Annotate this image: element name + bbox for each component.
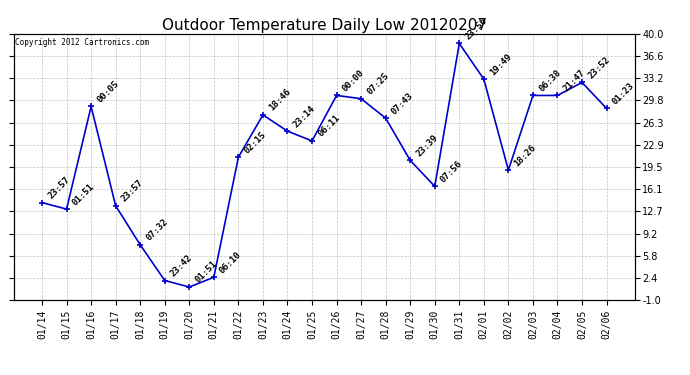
Text: 23:52: 23:52 xyxy=(586,55,611,80)
Text: 07:32: 07:32 xyxy=(144,217,170,243)
Text: 06:10: 06:10 xyxy=(218,250,244,275)
Text: 07:25: 07:25 xyxy=(365,71,391,96)
Text: 06:11: 06:11 xyxy=(316,113,342,139)
Text: 07:43: 07:43 xyxy=(390,91,415,116)
Text: 00:00: 00:00 xyxy=(341,68,366,93)
Text: 23:39: 23:39 xyxy=(415,133,440,158)
Text: 00:05: 00:05 xyxy=(95,79,121,104)
Text: 07:56: 07:56 xyxy=(439,159,464,184)
Text: 23:42: 23:42 xyxy=(169,253,195,278)
Text: 01:51: 01:51 xyxy=(193,260,219,285)
Text: 18:46: 18:46 xyxy=(267,87,293,113)
Text: 01:23: 01:23 xyxy=(611,81,636,106)
Text: 23:14: 23:14 xyxy=(292,104,317,129)
Text: 02:15: 02:15 xyxy=(243,130,268,155)
Text: 21:47: 21:47 xyxy=(562,68,587,93)
Text: 06:38: 06:38 xyxy=(537,68,562,93)
Text: 19:49: 19:49 xyxy=(488,52,513,77)
Text: 23:56: 23:56 xyxy=(464,16,489,41)
Text: 23:57: 23:57 xyxy=(46,175,72,200)
Text: Copyright 2012 Cartronics.com: Copyright 2012 Cartronics.com xyxy=(15,38,149,47)
Text: 18:26: 18:26 xyxy=(513,142,538,168)
Title: Outdoor Temperature Daily Low 20120207: Outdoor Temperature Daily Low 20120207 xyxy=(161,18,487,33)
Text: 23:57: 23:57 xyxy=(120,178,145,204)
Text: 01:51: 01:51 xyxy=(71,182,96,207)
